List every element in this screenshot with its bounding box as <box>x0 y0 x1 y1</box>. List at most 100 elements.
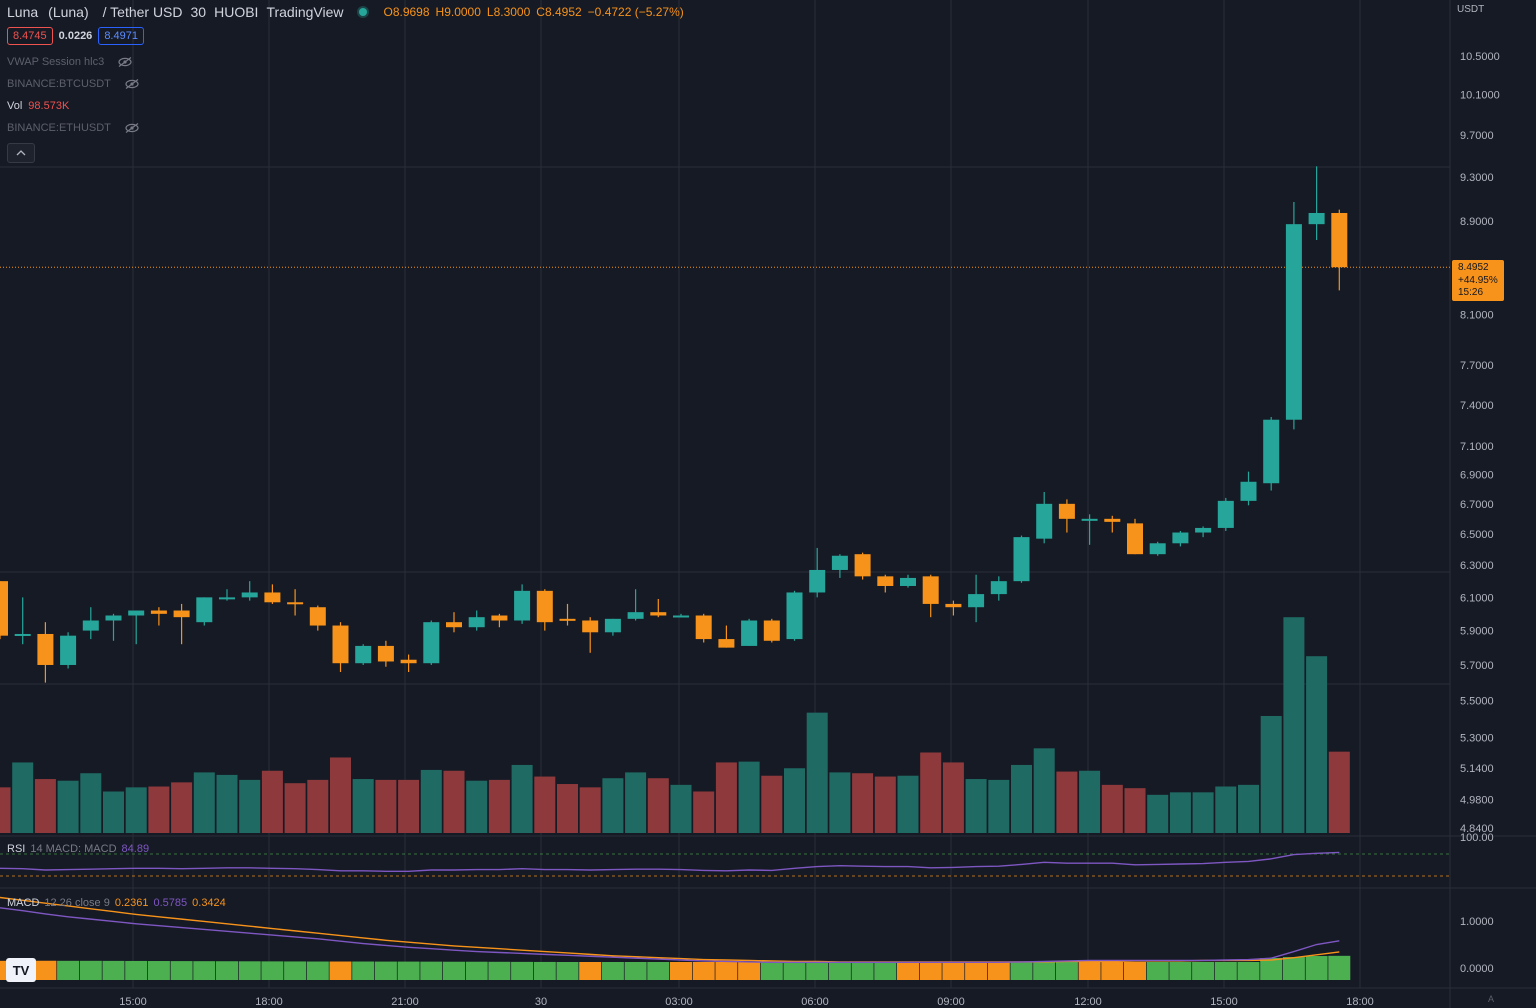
symbol-name: Luna <box>7 4 39 20</box>
candle-body <box>1127 523 1143 555</box>
macd-histogram-bar <box>760 962 783 980</box>
hidden-eye-icon[interactable] <box>118 57 132 67</box>
candle-body <box>877 576 894 586</box>
volume-bar <box>829 772 851 833</box>
macd-histogram-bar <box>443 961 465 980</box>
price-axis-tick: 5.3000 <box>1460 732 1494 744</box>
macd-histogram-bar <box>284 961 307 980</box>
candle-body <box>514 590 531 621</box>
indicator-label: BINANCE:BTCUSDT <box>7 78 111 90</box>
ask-price[interactable]: 8.4971 <box>98 27 144 45</box>
macd-histogram-bar <box>79 960 102 980</box>
candle-body <box>1081 518 1098 521</box>
macd-histogram-bar <box>102 960 125 980</box>
last-price: 8.4952 <box>1458 262 1489 273</box>
collapse-legend-button[interactable] <box>7 143 35 163</box>
volume-bar <box>420 769 442 833</box>
volume-bar <box>1124 788 1146 833</box>
macd-histogram-bar <box>624 962 647 980</box>
volume-legend[interactable]: Vol 98.573K <box>7 100 69 112</box>
volume-bar <box>852 773 874 833</box>
volume-bar <box>239 779 261 833</box>
candle-body <box>1149 543 1166 555</box>
macd-histogram-bar <box>715 962 738 980</box>
price-axis-tick: 7.1000 <box>1460 441 1494 453</box>
rsi-legend[interactable]: RSI 14 MACD: MACD 84.89 <box>7 843 149 855</box>
volume-bar <box>897 775 919 833</box>
candle-body <box>14 633 31 636</box>
volume-bar <box>34 779 56 833</box>
bid-price[interactable]: 8.4745 <box>7 27 53 45</box>
candle-body <box>105 615 122 621</box>
volume-bar <box>647 778 669 833</box>
time-axis-tick: 12:00 <box>1074 996 1102 1008</box>
volume-bar <box>352 779 374 833</box>
price-axis-tick: 10.1000 <box>1460 90 1500 102</box>
price-axis-tick: 5.9000 <box>1460 626 1494 638</box>
hidden-eye-icon[interactable] <box>125 79 139 89</box>
candle-body <box>150 610 167 614</box>
volume-bar <box>988 779 1010 833</box>
price-axis-tick: 9.7000 <box>1460 130 1494 142</box>
candle-body <box>37 633 54 665</box>
indicator-ethusdt[interactable]: BINANCE:ETHUSDT <box>7 122 139 134</box>
rsi-value: 84.89 <box>121 843 150 855</box>
macd-histogram-bar <box>488 961 511 980</box>
price-axis-tick: 4.8400 <box>1460 823 1494 835</box>
time-axis-tick: 03:00 <box>665 996 693 1008</box>
price-axis-tick: 8.9000 <box>1460 216 1494 228</box>
candle-body <box>1058 503 1075 519</box>
macd-histogram-bar <box>874 962 897 980</box>
time-axis-tick: 21:00 <box>391 996 419 1008</box>
candle-body <box>900 577 916 586</box>
volume-bar <box>602 778 624 833</box>
macd-histogram-bar <box>1214 962 1237 980</box>
candle-body <box>968 594 985 608</box>
price-axis-tick: 7.7000 <box>1460 360 1494 372</box>
candle-body <box>990 581 1007 595</box>
macd-histogram-bar <box>147 961 170 980</box>
volume-bar <box>216 774 238 833</box>
interval: 30 <box>190 4 207 20</box>
candle-body <box>1217 500 1234 528</box>
volume-bar <box>625 772 647 833</box>
rsi-params: 14 MACD: MACD <box>30 843 117 855</box>
volume-bar <box>1079 770 1101 833</box>
auto-scale-button[interactable]: A <box>1488 994 1495 1004</box>
candle-body <box>1036 503 1053 539</box>
indicator-vwap[interactable]: VWAP Session hlc3 <box>7 56 132 68</box>
macd-histogram-bar <box>1260 958 1283 980</box>
macd-histogram-bar <box>352 961 375 980</box>
volume-bar <box>1238 784 1259 833</box>
macd-histogram-bar <box>216 961 238 980</box>
macd-histogram-bar <box>1305 956 1328 980</box>
time-axis-tick: 18:00 <box>255 996 283 1008</box>
bar-countdown: 15:26 <box>1458 287 1484 298</box>
tradingview-logo[interactable]: TV <box>6 958 36 982</box>
candle-body <box>355 645 372 664</box>
indicator-label: VWAP Session hlc3 <box>7 56 105 68</box>
symbol-title[interactable]: Luna (Luna) / Tether USD 30 HUOBI Tradin… <box>7 4 690 20</box>
macd-legend[interactable]: MACD 12 26 close 9 0.2361 0.5785 0.3424 <box>7 897 226 909</box>
rsi-pane <box>0 851 1450 877</box>
volume-bar <box>330 757 351 833</box>
volume-bar <box>1260 715 1282 833</box>
volume-bar <box>466 780 488 833</box>
candle-body <box>332 625 349 664</box>
candle-body <box>1013 537 1030 582</box>
macd-signal-line <box>0 896 1340 963</box>
indicator-btcusdt[interactable]: BINANCE:BTCUSDT <box>7 78 139 90</box>
candle-body <box>1172 532 1189 544</box>
volume-bar <box>375 779 397 833</box>
volume-bar <box>1033 748 1055 833</box>
macd-histogram-bar <box>34 960 57 980</box>
candle-body <box>241 592 258 598</box>
market-open-icon <box>359 8 368 16</box>
macd-histogram-bar <box>965 962 988 980</box>
volume-label: Vol <box>7 100 23 112</box>
price-axis-tick: 5.1400 <box>1460 763 1494 775</box>
price-axis-tick: 8.1000 <box>1460 310 1494 322</box>
volume-bar <box>193 772 215 833</box>
hidden-eye-icon[interactable] <box>125 123 139 133</box>
